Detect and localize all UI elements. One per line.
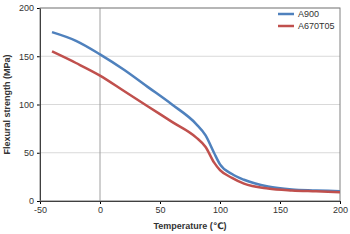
y-tick: 200 (19, 3, 40, 13)
zero-line (100, 8, 101, 201)
x-axis-title: Temperature (℃) (153, 221, 226, 231)
plot-frame (40, 8, 340, 201)
x-tick: 150 (273, 201, 288, 215)
x-tick: 0 (98, 201, 103, 215)
legend-label: A670T05 (298, 21, 335, 31)
x-tick-label: 0 (98, 205, 103, 215)
series-line (52, 32, 340, 191)
x-tick-label: 200 (333, 205, 348, 215)
legend-item: A670T05 (278, 21, 335, 31)
x-tick: -50 (34, 201, 47, 215)
chart: -50050100150200050100150200A900A670T05Te… (0, 0, 350, 234)
series-line (52, 51, 340, 192)
y-tick: 0 (29, 196, 40, 206)
x-axis-line (41, 202, 341, 205)
x-tick-label: -50 (34, 205, 47, 215)
x-tick: 50 (155, 201, 165, 215)
grid-line (40, 56, 340, 57)
x-tick-label: 50 (155, 205, 165, 215)
y-tick-label: 200 (19, 3, 34, 13)
y-tick-label: 100 (19, 100, 34, 110)
legend-swatch (278, 13, 294, 16)
x-tick: 100 (213, 201, 228, 215)
y-axis-title: Flexural strength (MPa) (2, 54, 12, 154)
grid-line (40, 104, 340, 105)
series-group (52, 32, 340, 192)
y-tick-label: 0 (29, 196, 34, 206)
legend-item: A900 (278, 9, 319, 19)
y-tick-label: 150 (19, 52, 34, 62)
grid (40, 8, 340, 201)
plot: -50050100150200050100150200A900A670T05 (19, 3, 348, 215)
legend: A900 A670T05 (278, 9, 335, 31)
y-tick: 50 (24, 148, 40, 158)
x-tick-label: 100 (213, 205, 228, 215)
grid-line (40, 152, 340, 153)
x-axis: -50 0 50 100 150 200 (34, 201, 348, 215)
legend-label: A900 (298, 9, 319, 19)
y-tick-label: 50 (24, 148, 34, 158)
x-tick-label: 150 (273, 205, 288, 215)
x-tick: 200 (333, 201, 348, 215)
y-axis: 0 50 100 150 200 (19, 3, 41, 206)
y-tick: 150 (19, 52, 40, 62)
y-tick: 100 (19, 100, 40, 110)
legend-swatch (278, 25, 294, 28)
